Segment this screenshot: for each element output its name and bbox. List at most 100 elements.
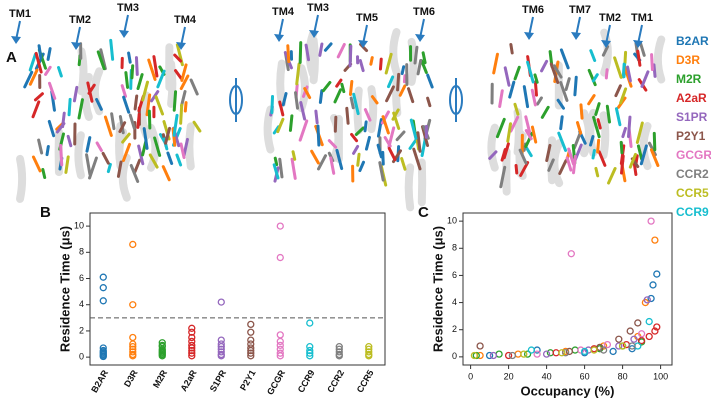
ligand <box>376 118 383 138</box>
ligand <box>179 74 190 91</box>
ligand <box>124 71 130 89</box>
point <box>637 336 646 345</box>
structures <box>16 28 666 212</box>
legend-label: CCR9 <box>676 205 709 219</box>
legend-label: GCGR <box>676 148 711 162</box>
point <box>495 350 503 358</box>
ligand <box>557 131 568 152</box>
ligand <box>103 115 113 137</box>
ligand <box>620 154 625 175</box>
ligand <box>604 68 609 80</box>
ligand <box>530 88 537 107</box>
point <box>653 270 661 278</box>
point <box>365 343 373 351</box>
ligand <box>545 143 552 163</box>
ligand <box>101 151 110 165</box>
ligand <box>270 95 275 115</box>
ligand <box>45 144 50 157</box>
ligand <box>579 103 584 120</box>
ligand <box>179 142 186 160</box>
ligand <box>128 113 136 130</box>
ligand <box>652 131 657 152</box>
rotation-icons <box>229 78 463 122</box>
ligand <box>514 164 519 175</box>
point <box>533 350 541 358</box>
ligand <box>395 130 406 142</box>
ligand <box>518 148 528 165</box>
ligand <box>547 158 555 172</box>
ligand <box>619 87 628 105</box>
ligand <box>522 85 530 109</box>
ligand <box>77 98 84 120</box>
ligand <box>636 144 644 161</box>
ligand <box>189 78 199 96</box>
arrow-head <box>71 42 81 50</box>
point <box>637 330 646 338</box>
legend-label: D3R <box>676 53 700 67</box>
ligand <box>95 97 103 111</box>
ligand <box>133 94 139 111</box>
ligand <box>623 50 628 65</box>
x-tick-label: D3R <box>122 368 140 389</box>
ligand <box>649 148 660 168</box>
point <box>129 343 137 351</box>
ligand <box>118 114 125 135</box>
ligand <box>387 146 397 162</box>
point <box>247 344 255 352</box>
ligand <box>509 115 520 133</box>
ligand <box>120 84 127 98</box>
point <box>645 317 653 326</box>
point <box>306 319 314 327</box>
ligand <box>180 63 188 82</box>
point <box>634 319 642 327</box>
ligand <box>524 131 534 149</box>
point <box>489 351 498 360</box>
ligand <box>47 119 56 138</box>
ligand <box>597 150 607 167</box>
ligand <box>524 145 533 158</box>
y-tick-label: 8 <box>79 247 84 257</box>
ligand <box>572 130 582 150</box>
ligand <box>572 154 577 175</box>
ligand <box>558 159 568 175</box>
ligand <box>552 64 563 79</box>
ligand <box>573 75 578 97</box>
ligand <box>513 102 520 116</box>
point <box>129 333 137 342</box>
arrow-head <box>11 36 21 44</box>
point <box>653 323 661 331</box>
legend-label: S1PR <box>676 110 708 124</box>
ligand <box>575 121 583 135</box>
helix <box>90 67 104 116</box>
ligand <box>137 144 145 166</box>
legend-label: CCR5 <box>676 186 709 200</box>
point <box>247 336 255 344</box>
ligand <box>44 65 52 76</box>
ligand <box>316 124 321 147</box>
ligand <box>591 73 599 83</box>
tm-label: TM3 <box>307 2 329 14</box>
point <box>188 341 196 349</box>
ligand <box>336 42 346 59</box>
ligand <box>87 83 96 95</box>
ligand <box>173 53 183 63</box>
point <box>99 297 107 305</box>
ligand <box>594 166 600 178</box>
ligand <box>526 60 535 84</box>
ligand <box>400 157 407 171</box>
helix <box>389 28 401 77</box>
ligand <box>421 51 427 65</box>
y-tick-label: 6 <box>452 270 457 280</box>
ligand <box>318 89 324 104</box>
ligand <box>321 80 332 93</box>
y-tick-label: 0 <box>79 352 84 362</box>
arrow-head <box>415 34 425 42</box>
x-tick-label: CCR9 <box>296 368 317 394</box>
plot-frame <box>462 212 673 366</box>
helix <box>407 37 418 86</box>
point <box>306 352 314 360</box>
y-tick-label: 10 <box>447 216 457 226</box>
point <box>508 351 517 360</box>
ligand <box>556 98 565 110</box>
ligand <box>530 125 538 144</box>
